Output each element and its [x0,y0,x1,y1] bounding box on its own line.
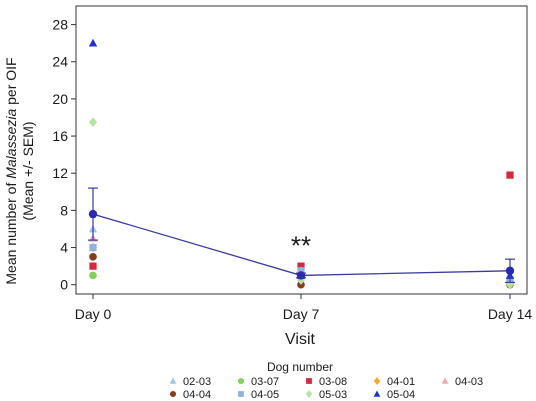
y-axis-label-prefix: Mean number of [3,179,19,285]
y-tick-label: 0 [60,277,68,293]
significance-annotation: ** [291,231,311,261]
legend-item: 03-08 [306,376,347,388]
y-axis-label-line1: Mean number of Malassezia per OIF [3,57,19,284]
legend-label: 05-03 [319,389,347,401]
axes: 0 4 8 12 16 20 24 28 Day 0 Day 7 Day 14 [52,5,533,322]
y-tick-label: 8 [60,202,68,218]
data-point [89,243,97,252]
y-tick-label: 12 [52,165,68,181]
legend-item: 04-05 [238,389,279,401]
legend-marker [441,377,449,384]
legend-label: 04-03 [455,376,483,388]
mean-line-group [88,187,515,283]
legend-item: 05-04 [373,389,415,401]
x-tick-label: Day 14 [488,306,533,322]
data-point [506,171,514,179]
mean-point [296,271,306,280]
x-tick-label: Day 7 [283,306,320,322]
legend: 02-03 03-07 03-08 04-01 04-03 04-04 04-05 05-03… [169,376,483,401]
legend-item: 05-03 [305,389,347,401]
legend-item: 03-07 [237,376,279,388]
x-axis-label: Visit [285,331,315,348]
legend-label: 03-07 [251,376,279,388]
data-point [89,253,97,261]
y-axis-label-italic: Malassezia [3,109,19,179]
legend-item: 04-03 [441,376,483,388]
legend-label: 05-04 [387,389,415,401]
legend-label: 04-01 [387,376,415,388]
legend-marker [305,390,313,398]
legend-marker [373,390,381,397]
y-tick-label: 24 [52,54,68,70]
x-tick-label: Day 0 [75,306,112,322]
legend-label: 02-03 [183,376,211,388]
y-axis-label-line2: (Mean +/- SEM) [20,121,36,220]
legend-marker [373,377,381,385]
y-tick-label: 20 [52,91,68,107]
legend-item: 04-04 [169,389,211,401]
legend-marker [238,391,244,397]
data-point [89,117,97,127]
y-tick-label: 28 [52,17,68,33]
legend-title: Dog number [267,360,333,374]
legend-marker [169,390,177,398]
y-axis-label-suffix: per OIF [3,57,19,108]
mean-point [505,266,515,275]
legend-marker [306,378,312,384]
legend-label: 04-04 [183,389,211,401]
data-point [89,271,97,280]
legend-label: 04-05 [251,389,279,401]
y-tick-label: 4 [60,240,68,256]
data-point [88,38,98,47]
y-tick-label: 16 [52,128,68,144]
data-point [297,262,305,270]
legend-marker [237,377,245,385]
legend-item: 02-03 [169,376,211,388]
legend-marker [169,377,177,384]
mean-point [88,209,98,219]
data-point [297,267,305,275]
legend-item: 04-01 [373,376,415,388]
y-axis-label: Mean number of Malassezia per OIF (Mean … [3,57,36,284]
data-point [89,262,97,270]
legend-label: 03-08 [319,376,347,388]
data-point [506,279,514,290]
